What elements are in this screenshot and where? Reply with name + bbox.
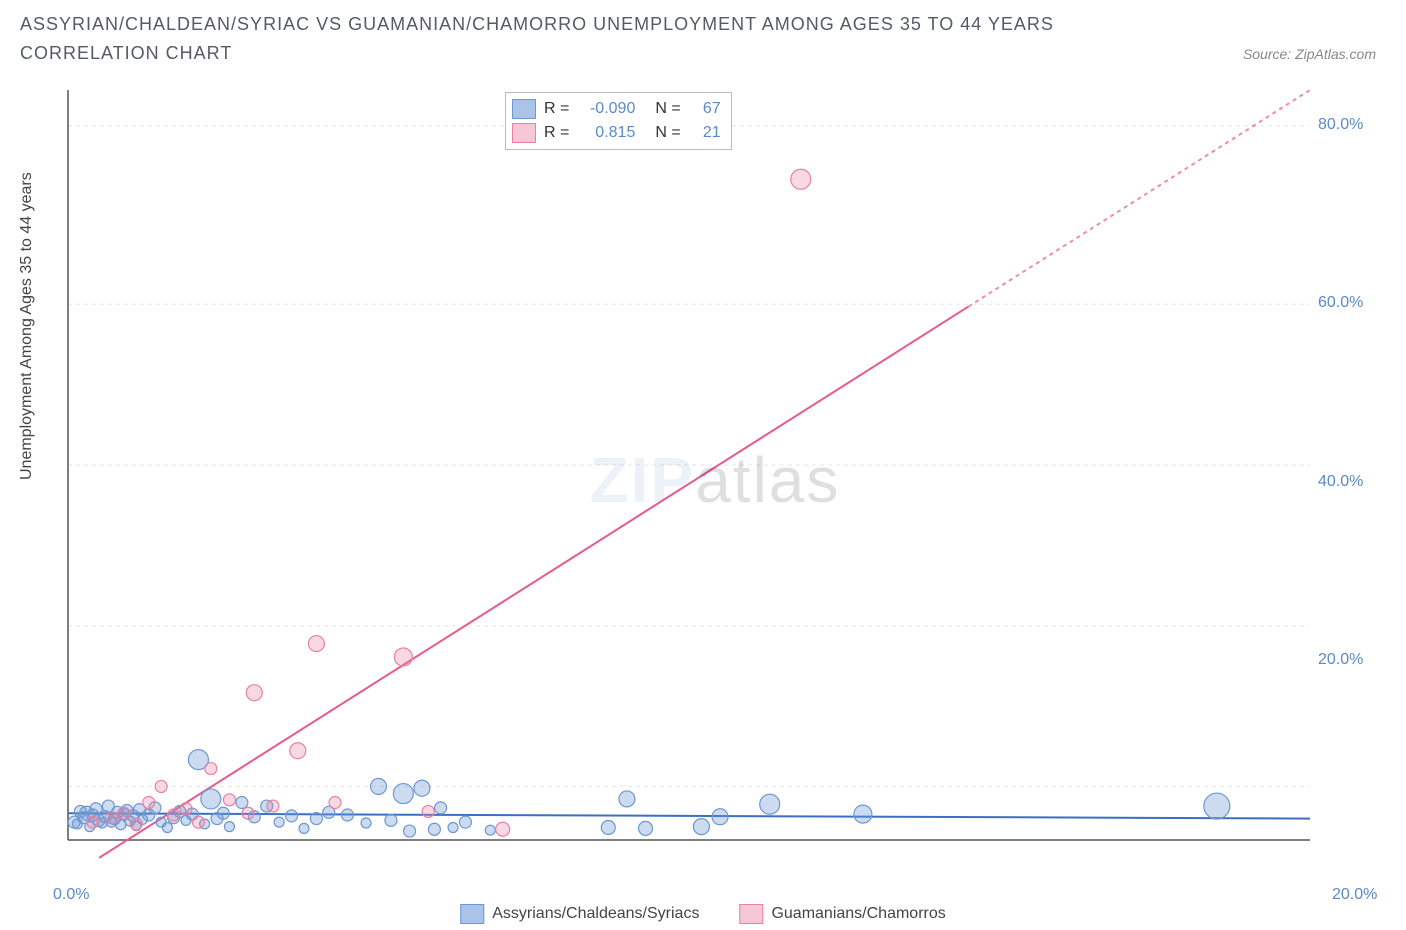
stats-legend-row: R = 0.815 N = 21 xyxy=(512,121,721,145)
chart-title: ASSYRIAN/CHALDEAN/SYRIAC VS GUAMANIAN/CH… xyxy=(20,10,1100,68)
source-label: Source: ZipAtlas.com xyxy=(1243,46,1376,62)
series-legend: Assyrians/Chaldeans/Syriacs Guamanians/C… xyxy=(460,904,946,924)
stats-legend: R = -0.090 N = 67 R = 0.815 N = 21 xyxy=(505,92,732,150)
legend-label: Assyrians/Chaldeans/Syriacs xyxy=(492,905,699,923)
r-value: -0.090 xyxy=(581,100,635,118)
n-value: 21 xyxy=(693,124,721,142)
x-tick-label: 0.0% xyxy=(53,886,89,904)
y-axis-label: Unemployment Among Ages 35 to 44 years xyxy=(18,172,36,480)
n-label: N = xyxy=(655,124,680,142)
plot-area: ZIPatlas xyxy=(60,90,1370,870)
chart-container: ASSYRIAN/CHALDEAN/SYRIAC VS GUAMANIAN/CH… xyxy=(0,0,1406,930)
legend-swatch-blue xyxy=(512,99,536,119)
legend-swatch-pink xyxy=(512,123,536,143)
scatter-plot-svg xyxy=(60,90,1370,870)
n-label: N = xyxy=(655,100,680,118)
stats-legend-row: R = -0.090 N = 67 xyxy=(512,97,721,121)
n-value: 67 xyxy=(693,100,721,118)
y-tick-label: 20.0% xyxy=(1318,651,1363,669)
legend-item: Assyrians/Chaldeans/Syriacs xyxy=(460,904,699,924)
legend-item: Guamanians/Chamorros xyxy=(739,904,945,924)
y-tick-label: 40.0% xyxy=(1318,473,1363,491)
legend-swatch-blue xyxy=(460,904,484,924)
legend-swatch-pink xyxy=(739,904,763,924)
r-label: R = xyxy=(544,100,569,118)
legend-label: Guamanians/Chamorros xyxy=(771,905,945,923)
r-label: R = xyxy=(544,124,569,142)
y-tick-label: 80.0% xyxy=(1318,116,1363,134)
x-tick-label: 20.0% xyxy=(1332,886,1377,904)
r-value: 0.815 xyxy=(581,124,635,142)
y-tick-label: 60.0% xyxy=(1318,294,1363,312)
